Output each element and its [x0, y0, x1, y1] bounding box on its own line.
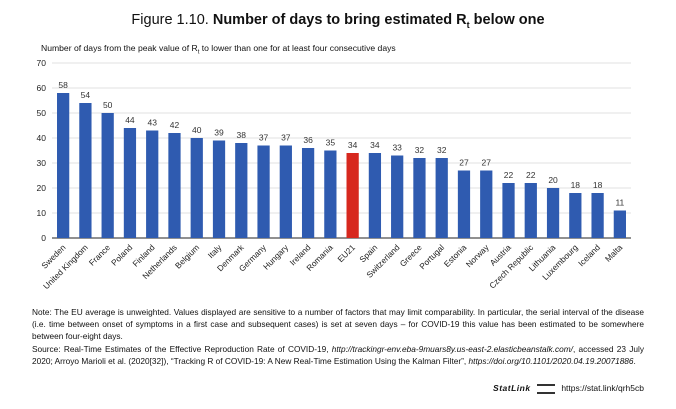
bar: [368, 153, 382, 238]
bar: [502, 183, 515, 238]
bar: [524, 183, 537, 238]
bar: [591, 193, 604, 238]
y-tick-label: 70: [37, 58, 47, 68]
bar: [190, 138, 203, 238]
source-link-1[interactable]: http://trackingr-env.eba-9muars8y.us-eas…: [331, 343, 573, 354]
x-tick-label: Portugal: [417, 242, 446, 271]
data-label: 35: [326, 138, 336, 148]
data-label: 42: [170, 120, 180, 130]
x-tick-label: Poland: [109, 242, 135, 268]
statlink-logo-icon: [536, 383, 555, 394]
x-tick-label: EU21: [335, 242, 357, 264]
bar: [546, 188, 560, 238]
data-label: 44: [125, 115, 135, 125]
y-tick-label: 10: [37, 208, 47, 218]
source-link-2[interactable]: https://doi.org/10.1101/2020.04.19.20071…: [468, 355, 634, 366]
bar: [146, 130, 159, 238]
x-tick-label: Estonia: [442, 242, 469, 269]
bar: [235, 143, 248, 238]
data-label: 22: [526, 170, 536, 180]
y-tick-label: 40: [37, 133, 47, 143]
data-label: 32: [437, 145, 447, 155]
x-tick-label: Hungary: [261, 242, 291, 272]
figure-title: Figure 1.10. Number of days to bring est…: [0, 12, 676, 30]
statlink[interactable]: StatLink https://stat.link/qrh5cb: [493, 383, 644, 394]
x-tick-label: Malta: [603, 242, 625, 264]
bar: [279, 145, 292, 238]
data-label: 27: [482, 158, 492, 168]
data-label: 34: [370, 140, 380, 150]
y-tick-label: 20: [37, 183, 47, 193]
chart-subtitle: Number of days from the peak value of Rt…: [41, 43, 396, 56]
data-label: 22: [504, 170, 514, 180]
data-label: 40: [192, 125, 202, 135]
data-label: 43: [147, 118, 157, 128]
data-label: 27: [459, 158, 469, 168]
bar: [101, 113, 114, 238]
bar: [613, 210, 626, 238]
x-tick-label: Belgium: [173, 242, 201, 270]
statlink-brand: StatLink: [493, 383, 531, 393]
data-label: 38: [237, 130, 247, 140]
chart-note: Note: The EU average is unweighted. Valu…: [32, 307, 644, 366]
data-label: 34: [348, 140, 358, 150]
data-label: 36: [303, 135, 313, 145]
bar: [569, 193, 582, 238]
bar: [324, 150, 337, 238]
data-label: 11: [615, 198, 624, 208]
bar: [57, 93, 70, 238]
bar: [301, 148, 315, 238]
y-tick-label: 0: [41, 233, 46, 243]
data-label: 32: [415, 145, 425, 155]
bar: [79, 103, 92, 238]
figure-title-text: Number of days to bring estimated Rt bel…: [212, 12, 545, 30]
bar: [391, 155, 404, 238]
data-label: 37: [259, 133, 269, 143]
x-tick-label: Norway: [464, 242, 492, 270]
x-tick-label: Italy: [206, 242, 224, 260]
data-label: 20: [548, 175, 558, 185]
bar: [257, 145, 270, 238]
y-tick-label: 60: [37, 83, 47, 93]
data-label: 50: [103, 100, 113, 110]
bar: [346, 153, 359, 238]
bar: [212, 140, 226, 238]
data-label: 58: [58, 80, 68, 90]
data-label: 33: [392, 143, 402, 153]
data-label: 37: [281, 133, 291, 143]
figure-number: Figure 1.10.: [131, 12, 209, 28]
y-tick-label: 30: [37, 158, 47, 168]
bar: [435, 158, 448, 238]
data-label: 18: [571, 180, 581, 190]
bar: [457, 170, 471, 238]
bar: [413, 158, 426, 238]
statlink-url[interactable]: https://stat.link/qrh5cb: [561, 383, 644, 393]
data-label: 54: [81, 90, 91, 100]
y-tick-label: 50: [37, 108, 47, 118]
data-label: 18: [593, 180, 603, 190]
bar: [123, 128, 137, 238]
data-label: 39: [214, 128, 224, 138]
x-tick-label: Iceland: [576, 242, 602, 268]
x-tick-label: France: [87, 242, 113, 268]
bar: [480, 170, 493, 238]
bar: [168, 133, 181, 238]
